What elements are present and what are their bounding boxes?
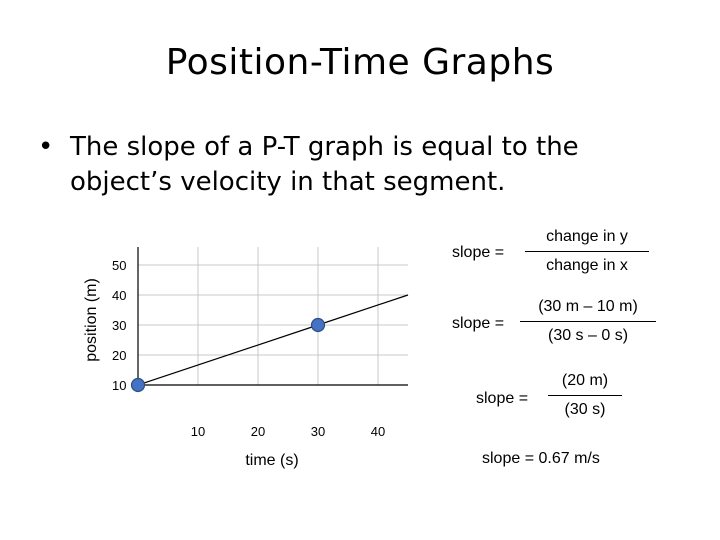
bullet-dot: • — [38, 132, 54, 162]
equation-2-fraction: (30 m – 10 m) (30 s – 0 s) — [520, 296, 656, 347]
data-point — [310, 317, 326, 333]
y-tick-label: 20 — [112, 348, 126, 363]
equation-1-lhs: slope = — [452, 244, 505, 261]
equation-3-fraction-bar — [548, 395, 622, 396]
y-tick-label: 50 — [112, 258, 126, 273]
equation-3-numerator: (20 m) — [561, 372, 609, 389]
y-axis-label: position (m) — [83, 278, 100, 362]
equation-3-fraction: (20 m) (30 s) — [548, 370, 622, 421]
y-tick-label: 10 — [112, 378, 126, 393]
x-tick-label: 20 — [251, 424, 265, 439]
slope-result: slope = 0.67 m/s — [482, 450, 600, 467]
equation-1-numerator: change in y — [546, 228, 628, 245]
equation-3-lhs: slope = — [476, 390, 529, 407]
bullet-point: • The slope of a P-T graph is equal to t… — [38, 130, 678, 200]
equation-2-lhs: slope = — [452, 315, 505, 332]
equation-2-fraction-bar — [520, 321, 656, 322]
equation-2-numerator: (30 m – 10 m) — [538, 298, 638, 315]
equation-1-fraction: change in y change in x — [525, 226, 649, 277]
equation-1-fraction-bar — [525, 251, 649, 252]
x-axis-label: time (s) — [245, 452, 298, 469]
y-tick-label: 40 — [112, 288, 126, 303]
equation-1-denominator: change in x — [546, 257, 628, 274]
x-tick-label: 10 — [191, 424, 205, 439]
x-tick-label: 30 — [311, 424, 325, 439]
data-point — [130, 377, 146, 393]
series-line — [137, 294, 409, 386]
slide-title: Position-Time Graphs — [165, 42, 555, 83]
x-tick-label: 40 — [371, 424, 385, 439]
y-tick-label: 30 — [112, 318, 126, 333]
bullet-text: The slope of a P-T graph is equal to the… — [70, 132, 579, 197]
equation-2-denominator: (30 s – 0 s) — [547, 327, 629, 344]
equation-3-denominator: (30 s) — [564, 401, 606, 418]
